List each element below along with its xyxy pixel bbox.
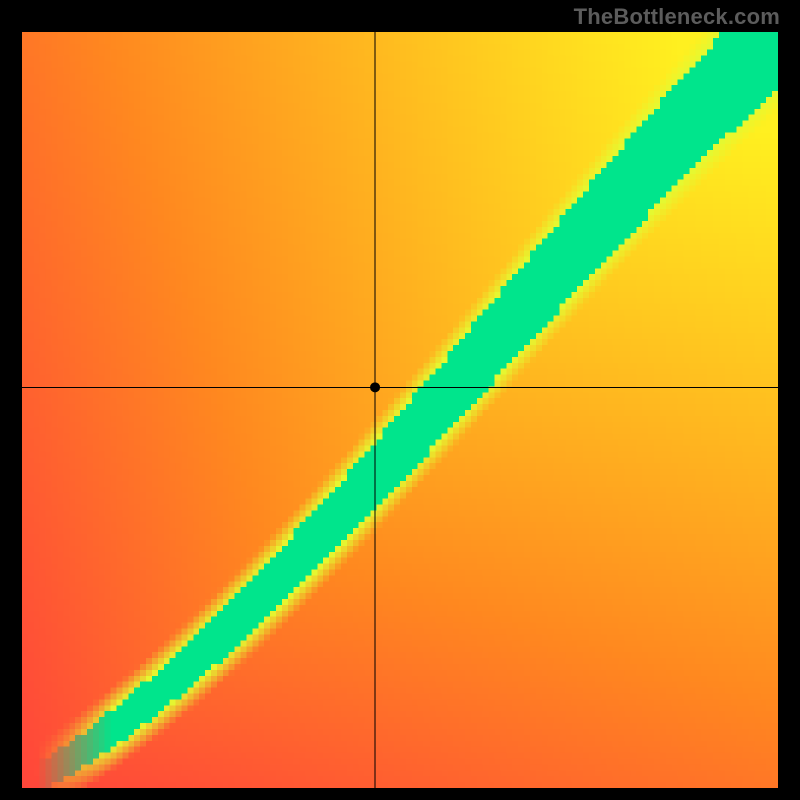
heatmap-canvas [22, 32, 778, 788]
watermark-text: TheBottleneck.com [574, 4, 780, 30]
chart-stage: { "watermark": { "text": "TheBottleneck.… [0, 0, 800, 800]
